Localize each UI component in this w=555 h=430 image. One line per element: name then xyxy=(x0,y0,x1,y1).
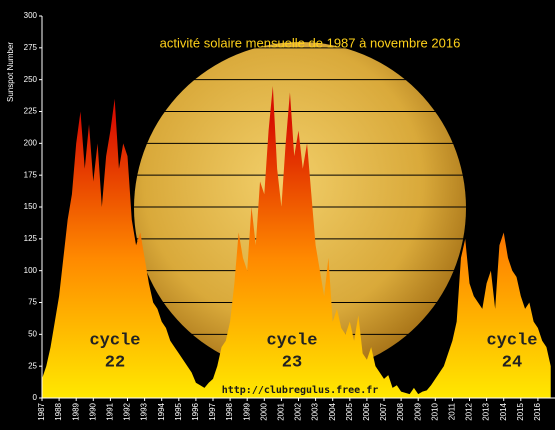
x-tick-label: 2004 xyxy=(328,402,337,420)
x-tick-label: 1999 xyxy=(242,402,251,420)
x-tick-label: 2009 xyxy=(413,402,422,420)
x-tick-label: 2003 xyxy=(311,402,320,420)
x-tick-label: 2016 xyxy=(533,402,542,420)
sunspot-area xyxy=(42,86,551,399)
y-tick-label: 225 xyxy=(24,107,38,116)
x-tick-label: 1988 xyxy=(54,402,63,420)
x-tick-label: 1993 xyxy=(140,402,149,420)
x-tick-label: 1997 xyxy=(208,402,217,420)
x-tick-label: 1994 xyxy=(157,402,166,420)
x-tick-label: 2012 xyxy=(465,402,474,420)
cycle-label: 22 xyxy=(105,353,125,372)
x-tick-label: 1992 xyxy=(123,402,132,420)
y-tick-label: 50 xyxy=(28,329,37,338)
x-tick-label: 1989 xyxy=(71,402,80,420)
cycle-label: 23 xyxy=(282,353,302,372)
y-axis-label: Sunspot Number xyxy=(6,42,15,102)
y-tick-label: 75 xyxy=(28,298,37,307)
y-tick-label: 300 xyxy=(24,11,38,20)
x-tick-label: 1990 xyxy=(88,402,97,420)
x-tick-label: 2013 xyxy=(482,402,491,420)
cycle-label: cycle xyxy=(266,331,317,350)
cycle-label: cycle xyxy=(89,331,140,350)
x-tick-label: 2011 xyxy=(448,402,457,420)
x-tick-label: 2000 xyxy=(259,402,268,420)
chart-title: activité solaire mensuelle de 1987 à nov… xyxy=(160,35,461,50)
x-tick-label: 2008 xyxy=(396,402,405,420)
source-url: http://clubregulus.free.fr xyxy=(222,385,379,396)
x-tick-label: 2014 xyxy=(499,402,508,420)
x-tick-label: 1991 xyxy=(106,402,115,420)
x-tick-label: 2007 xyxy=(379,402,388,420)
y-tick-label: 150 xyxy=(24,202,38,211)
x-tick-label: 2002 xyxy=(294,402,303,420)
x-tick-label: 2010 xyxy=(430,402,439,420)
y-tick-label: 100 xyxy=(24,266,38,275)
y-tick-label: 25 xyxy=(28,361,37,370)
x-tick-label: 2001 xyxy=(277,402,286,420)
y-tick-label: 250 xyxy=(24,75,38,84)
y-tick-label: 175 xyxy=(24,170,38,179)
x-tick-label: 1996 xyxy=(191,402,200,420)
y-tick-label: 275 xyxy=(24,43,38,52)
x-tick-label: 2006 xyxy=(362,402,371,420)
x-tick-label: 1998 xyxy=(225,402,234,420)
y-tick-label: 200 xyxy=(24,138,38,147)
x-tick-label: 2015 xyxy=(516,402,525,420)
y-tick-label: 0 xyxy=(33,393,38,402)
x-tick-label: 2005 xyxy=(345,402,354,420)
cycle-label: 24 xyxy=(502,353,522,372)
x-tick-label: 1987 xyxy=(37,402,46,420)
y-tick-label: 125 xyxy=(24,234,38,243)
cycle-label: cycle xyxy=(486,331,537,350)
x-tick-label: 1995 xyxy=(174,402,183,420)
